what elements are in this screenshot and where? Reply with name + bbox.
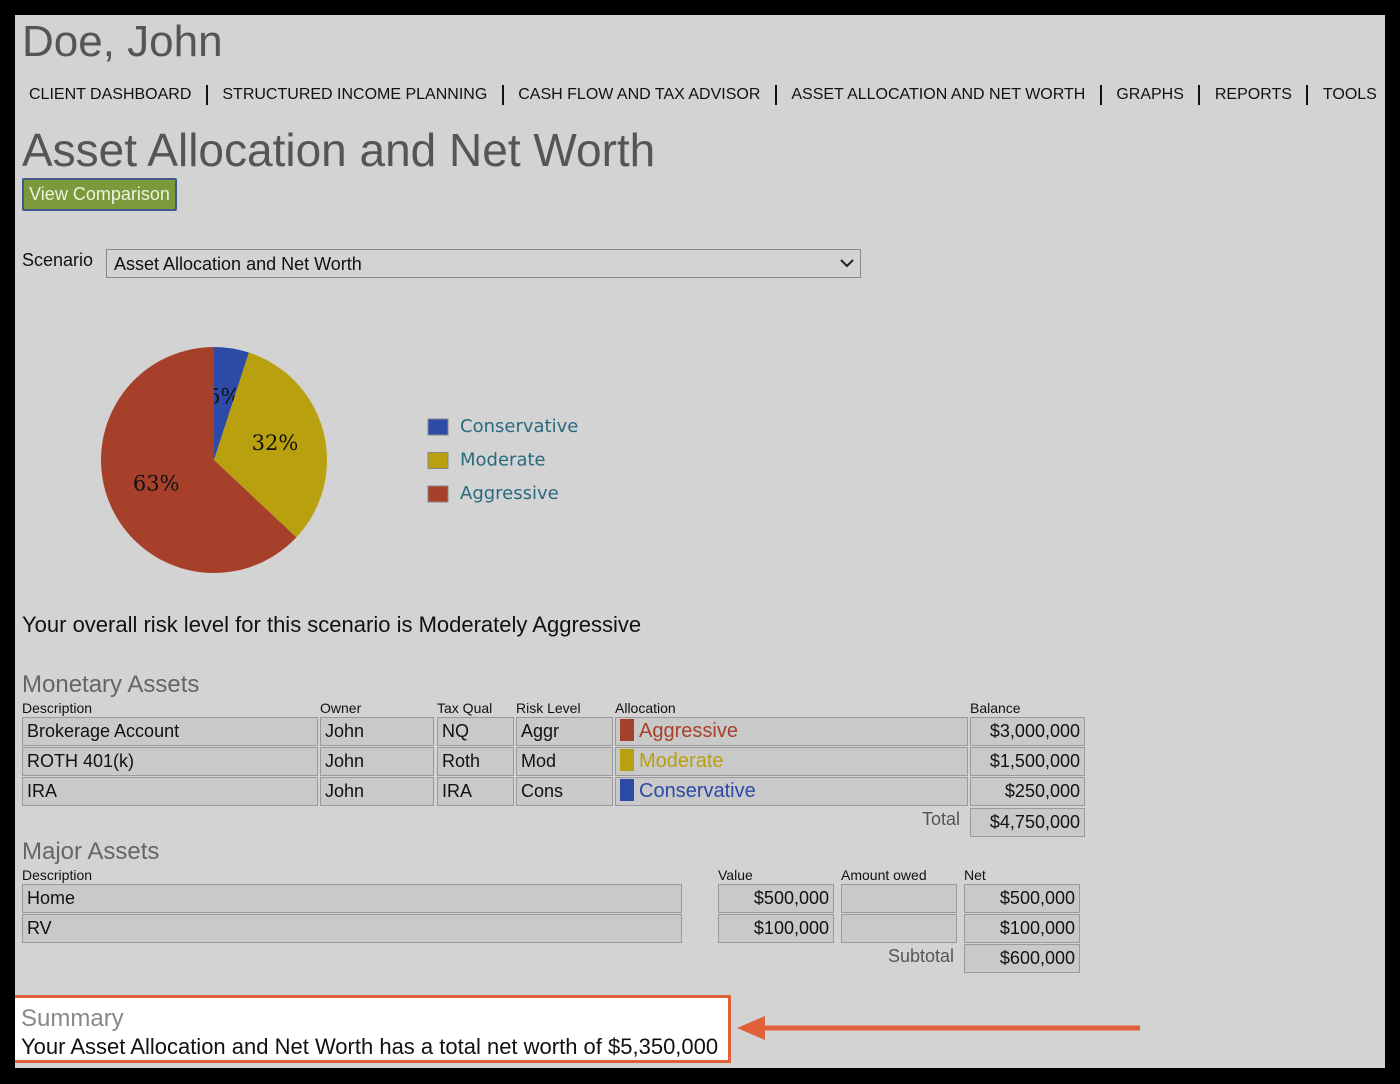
- table-cell: [841, 884, 957, 913]
- nav-bar: CLIENT DASHBOARD STRUCTURED INCOME PLANNI…: [29, 85, 1377, 105]
- page-title: Asset Allocation and Net Worth: [22, 124, 656, 176]
- legend-label: Aggressive: [460, 483, 559, 504]
- nav-separator: [1198, 85, 1201, 105]
- table-cell: Moderate: [615, 747, 968, 776]
- column-header: Description: [22, 867, 93, 883]
- allocation-swatch: [620, 749, 634, 771]
- allocation-swatch: [620, 719, 634, 741]
- nav-item[interactable]: STRUCTURED INCOME PLANNING: [222, 86, 488, 103]
- column-header: Value: [718, 867, 753, 883]
- subtotal-value: $600,000: [964, 944, 1080, 973]
- nav-item[interactable]: CLIENT DASHBOARD: [29, 86, 192, 103]
- pie-slice: [214, 352, 327, 538]
- major-title: Major Assets: [22, 838, 160, 865]
- table-cell: $500,000: [964, 884, 1080, 913]
- table-cell: IRA: [437, 777, 514, 806]
- table-cell: [841, 914, 957, 943]
- summary-title: Summary: [21, 1005, 124, 1032]
- column-header: Tax Qual: [437, 700, 493, 716]
- column-header: Owner: [320, 700, 362, 716]
- legend-label: Conservative: [460, 416, 578, 437]
- pie-slice: [100, 347, 297, 573]
- allocation-swatch: [620, 779, 634, 801]
- table-cell: John: [320, 777, 434, 806]
- legend-swatch: [427, 418, 449, 436]
- nav-separator: [1306, 85, 1309, 105]
- pie-slice: [214, 347, 249, 460]
- allocation-label: Conservative: [639, 780, 756, 802]
- column-header: Balance: [970, 700, 1021, 716]
- table-cell: $3,000,000: [970, 717, 1085, 746]
- table-cell: RV: [22, 914, 682, 943]
- table-cell: Home: [22, 884, 682, 913]
- scenario-value: Asset Allocation and Net Worth: [114, 254, 362, 274]
- column-header: Description: [22, 700, 93, 716]
- scenario-label: Scenario: [22, 250, 94, 270]
- nav-separator: [205, 85, 208, 105]
- column-header: Risk Level: [516, 700, 581, 716]
- total-value: $4,750,000: [970, 808, 1085, 837]
- summary-text: Your Asset Allocation and Net Worth has …: [21, 1034, 719, 1059]
- nav-item[interactable]: ASSET ALLOCATION AND NET WORTH: [791, 86, 1086, 103]
- legend-swatch: [427, 452, 449, 469]
- table-cell: Brokerage Account: [22, 717, 318, 746]
- table-cell: ROTH 401(k): [22, 747, 318, 776]
- table-cell: $500,000: [718, 884, 834, 913]
- callout-arrow: [737, 1016, 1140, 1040]
- table-cell: Aggressive: [615, 717, 968, 746]
- table-cell: $250,000: [970, 777, 1085, 806]
- allocation-label: Moderate: [639, 750, 724, 772]
- table-cell: $100,000: [964, 914, 1080, 943]
- nav-item[interactable]: TOOLS: [1322, 86, 1377, 103]
- table-cell: John: [320, 747, 434, 776]
- client-name: Doe, John: [22, 17, 223, 66]
- view-comparison-button[interactable]: View Comparison: [22, 178, 177, 211]
- slice-label: 63%: [133, 472, 180, 496]
- legend-swatch: [427, 485, 449, 503]
- table-cell: $100,000: [718, 914, 834, 943]
- table-cell: John: [320, 717, 434, 746]
- table-cell: NQ: [437, 717, 514, 746]
- table-cell: Conservative: [615, 777, 968, 806]
- table-cell: Aggr: [516, 717, 613, 746]
- monetary-title: Monetary Assets: [22, 671, 200, 698]
- nav-separator: [1099, 85, 1102, 105]
- nav-separator: [774, 85, 777, 105]
- allocation-label: Aggressive: [639, 720, 738, 742]
- subtotal-label: Subtotal: [887, 946, 954, 966]
- nav-item[interactable]: GRAPHS: [1116, 86, 1184, 103]
- table-cell: Roth: [437, 747, 514, 776]
- nav-item[interactable]: REPORTS: [1214, 86, 1292, 103]
- column-header: Net: [964, 867, 986, 883]
- column-header: Allocation: [615, 700, 676, 716]
- table-cell: Mod: [516, 747, 613, 776]
- slice-label: 32%: [252, 431, 299, 455]
- table-cell: IRA: [22, 777, 318, 806]
- total-label: Total: [921, 809, 960, 829]
- risk-text: Your overall risk level for this scenari…: [22, 612, 642, 637]
- legend-label: Moderate: [460, 450, 546, 471]
- screen: Doe, John CLIENT DASHBOARD STRUCTURED INC…: [15, 15, 1385, 1068]
- nav-item[interactable]: CASH FLOW AND TAX ADVISOR: [518, 86, 761, 103]
- dropdown-arrow: [840, 259, 854, 268]
- table-cell: $1,500,000: [970, 747, 1085, 776]
- column-header: Amount owed: [841, 867, 927, 883]
- summary-box: Summary Your Asset Allocation and Net Wo…: [15, 995, 731, 1063]
- nav-separator: [501, 85, 504, 105]
- table-cell: Cons: [516, 777, 613, 806]
- scenario-select[interactable]: Asset Allocation and Net Worth: [106, 249, 861, 278]
